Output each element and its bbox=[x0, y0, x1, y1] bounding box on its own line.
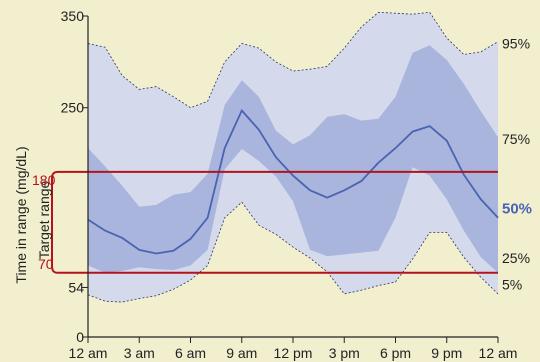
legend-label-75pct: 75% bbox=[502, 131, 530, 147]
band-25-75 bbox=[88, 45, 498, 273]
target-range-label: Target range bbox=[36, 180, 52, 259]
x-tick-label: 12 am bbox=[69, 345, 108, 361]
x-tick-label: 6 am bbox=[175, 345, 206, 361]
plot-area bbox=[87, 11, 499, 303]
legend-label-95pct: 95% bbox=[502, 36, 530, 52]
x-tick-label: 3 am bbox=[124, 345, 155, 361]
target-range bbox=[51, 170, 498, 274]
target-bracket bbox=[51, 170, 59, 274]
x-tick-label: 6 pm bbox=[380, 345, 411, 361]
y-ticks: 0 54 250 350 bbox=[61, 8, 88, 345]
x-ticks: 12 am 3 am 6 am 9 am 12 pm 3 pm 6 pm 9 pm 12 am bbox=[69, 337, 518, 361]
legend-label-50pct: 50% bbox=[502, 201, 532, 218]
median-line bbox=[87, 108, 499, 255]
x-tick-label: 12 am bbox=[479, 345, 518, 361]
y-axis-label: Time in range (mg/dL) bbox=[13, 146, 29, 283]
target-high-label: 180 bbox=[32, 172, 56, 188]
target-low-label: 70 bbox=[38, 256, 54, 272]
y-tick-label: 0 bbox=[76, 329, 84, 345]
x-tick-label: 3 pm bbox=[329, 345, 360, 361]
legend-label-5pct: 5% bbox=[502, 277, 522, 293]
line-5 bbox=[87, 201, 499, 303]
y-tick-label: 54 bbox=[68, 279, 84, 295]
percentile-legend: 95% 75% 50% 25% 5% bbox=[502, 36, 532, 293]
axes: 0 54 250 350 12 am 3 am 6 am 9 am 12 pm 3 pm 6 pm… bbox=[61, 8, 518, 361]
y-tick-label: 350 bbox=[61, 8, 85, 24]
legend-label-25pct: 25% bbox=[502, 250, 530, 266]
y-tick-label: 250 bbox=[61, 100, 85, 116]
x-tick-label: 12 pm bbox=[274, 345, 313, 361]
x-tick-label: 9 pm bbox=[431, 345, 462, 361]
x-tick-label: 9 am bbox=[226, 345, 257, 361]
line-95 bbox=[87, 11, 499, 109]
